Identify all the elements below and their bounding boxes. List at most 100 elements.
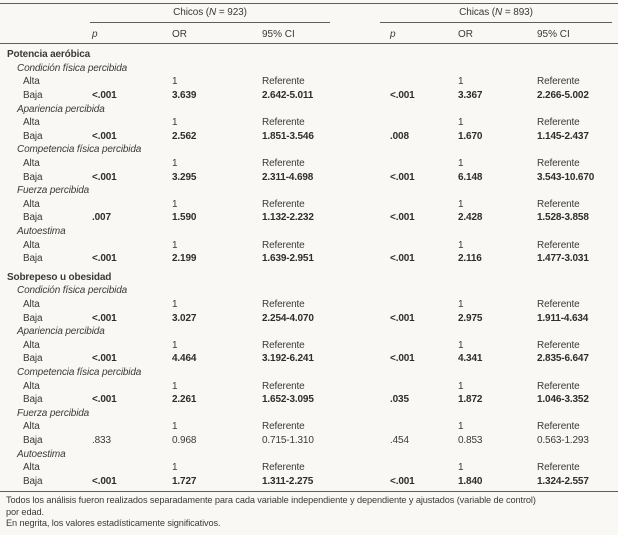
cell-ci-chicos: Referente — [262, 298, 305, 310]
column-header-ci-chicas: 95% CI — [537, 28, 570, 40]
table-row: Competencia física percibida — [0, 143, 618, 157]
cell-ci-chicos: 3.192-6.241 — [262, 353, 314, 365]
footnote-rule — [0, 491, 618, 492]
cell-p-chicas: <.001 — [390, 253, 415, 265]
cell-or-chicos: 1 — [172, 339, 178, 351]
cell-p-chicas: <.001 — [390, 212, 415, 224]
cell-p-chicos: <.001 — [92, 253, 117, 265]
cell-ci-chicos: 1.639-2.951 — [262, 253, 314, 265]
cell-or-chicas: 4.341 — [458, 353, 483, 365]
column-header-ci-chicos: 95% CI — [262, 28, 295, 40]
footnotes: Todos los análisis fueron realizados sep… — [0, 492, 618, 530]
footnote-line: En negrita, los valores estadísticamente… — [6, 518, 221, 529]
cell-ci-chicos: 1.132-2.232 — [262, 212, 314, 224]
cell-p-chicos: <.001 — [92, 171, 117, 183]
cell-p-chicas: <.001 — [390, 312, 415, 324]
cell-ci-chicos: 2.311-4.698 — [262, 171, 314, 183]
row-label: Alta — [23, 239, 40, 251]
table-row: Baja <.001 3.295 2.311-4.698 <.001 6.148… — [0, 170, 618, 184]
cell-p-chicos: .833 — [92, 434, 111, 446]
cell-p-chicas: .008 — [390, 130, 409, 142]
cell-or-chicos: 1 — [172, 198, 178, 210]
cell-or-chicos: 1 — [172, 76, 178, 88]
table-row: Autoestima — [0, 447, 618, 461]
cell-ci-chicos: Referente — [262, 462, 305, 474]
cell-ci-chicos: Referente — [262, 421, 305, 433]
table-row: Alta 1 Referente 1 Referente — [0, 157, 618, 171]
cell-or-chicas: 1 — [458, 298, 464, 310]
table-row: Baja <.001 2.562 1.851-3.546 .008 1.670 … — [0, 130, 618, 144]
cell-ci-chicas: Referente — [537, 339, 580, 351]
row-label: Baja — [23, 90, 43, 102]
row-label: Sobrepeso u obesidad — [7, 271, 112, 283]
cell-or-chicos: 2.261 — [172, 394, 197, 406]
table-row: Alta 1 Referente 1 Referente — [0, 379, 618, 393]
cell-or-chicos: 1 — [172, 158, 178, 170]
cell-p-chicos: <.001 — [92, 475, 117, 487]
column-header-p-chicos: p — [92, 28, 98, 40]
column-header-p-chicas: p — [390, 28, 396, 40]
column-header-or-chicas: OR — [458, 28, 473, 40]
column-header-or-chicos: OR — [172, 28, 187, 40]
cell-or-chicas: 1.670 — [458, 130, 483, 142]
cell-or-chicos: 3.639 — [172, 90, 197, 102]
cell-ci-chicas: 1.145-2.437 — [537, 130, 589, 142]
row-label: Autoestima — [17, 448, 66, 460]
cell-or-chicas: 1 — [458, 158, 464, 170]
cell-or-chicas: 1 — [458, 421, 464, 433]
cell-ci-chicos: 2.254-4.070 — [262, 312, 314, 324]
table-row: Potencia aeróbica — [0, 48, 618, 62]
cell-or-chicos: 1 — [172, 298, 178, 310]
cell-ci-chicos: 1.851-3.546 — [262, 130, 314, 142]
cell-ci-chicos: Referente — [262, 380, 305, 392]
cell-ci-chicas: Referente — [537, 198, 580, 210]
table-row: Alta 1 Referente 1 Referente — [0, 75, 618, 89]
cell-ci-chicas: Referente — [537, 421, 580, 433]
cell-or-chicos: 1.727 — [172, 475, 197, 487]
cell-ci-chicas: 2.835-6.647 — [537, 353, 589, 365]
cell-or-chicos: 1 — [172, 380, 178, 392]
cell-p-chicas: .454 — [390, 434, 409, 446]
footnote-line: por edad. — [6, 506, 44, 517]
cell-or-chicas: 2.975 — [458, 312, 483, 324]
cell-ci-chicas: 1.477-3.031 — [537, 253, 589, 265]
table-row: Apariencia percibida — [0, 325, 618, 339]
column-headers-row: p OR 95% CI p OR 95% CI — [0, 26, 618, 42]
table-row: Baja <.001 2.261 1.652-3.095 .035 1.872 … — [0, 393, 618, 407]
table-row: Alta 1 Referente 1 Referente — [0, 238, 618, 252]
top-rule — [0, 3, 618, 4]
row-label: Competencia física percibida — [17, 366, 142, 378]
cell-ci-chicas: Referente — [537, 380, 580, 392]
row-label: Baja — [23, 171, 43, 183]
cell-ci-chicos: Referente — [262, 339, 305, 351]
cell-p-chicas: <.001 — [390, 475, 415, 487]
group-chicas-post: = 893) — [502, 7, 533, 18]
cell-ci-chicas: 2.266-5.002 — [537, 90, 589, 102]
table-row: Alta 1 Referente 1 Referente — [0, 198, 618, 212]
cell-p-chicos: <.001 — [92, 353, 117, 365]
cell-ci-chicos: Referente — [262, 158, 305, 170]
cell-or-chicas: 6.148 — [458, 171, 483, 183]
row-label: Alta — [23, 298, 40, 310]
cell-ci-chicas: Referente — [537, 239, 580, 251]
row-label: Alta — [23, 76, 40, 88]
cell-p-chicas: <.001 — [390, 353, 415, 365]
cell-or-chicas: 1 — [458, 380, 464, 392]
cell-or-chicos: 1 — [172, 239, 178, 251]
cell-p-chicos: <.001 — [92, 90, 117, 102]
cell-or-chicos: 4.464 — [172, 353, 197, 365]
cell-ci-chicas: 1.046-3.352 — [537, 394, 589, 406]
cell-ci-chicas: Referente — [537, 117, 580, 129]
table-row: Fuerza percibida — [0, 184, 618, 198]
cell-or-chicos: 2.562 — [172, 130, 197, 142]
cell-p-chicas: .035 — [390, 394, 409, 406]
row-label: Apariencia percibida — [17, 326, 105, 338]
cell-or-chicas: 2.116 — [458, 253, 482, 265]
cell-ci-chicas: 3.543-10.670 — [537, 171, 595, 183]
cell-or-chicas: 1 — [458, 462, 464, 474]
cell-ci-chicas: Referente — [537, 76, 580, 88]
row-label: Competencia física percibida — [17, 144, 142, 156]
cell-ci-chicos: 2.642-5.011 — [262, 90, 314, 102]
cell-or-chicos: 2.199 — [172, 253, 197, 265]
